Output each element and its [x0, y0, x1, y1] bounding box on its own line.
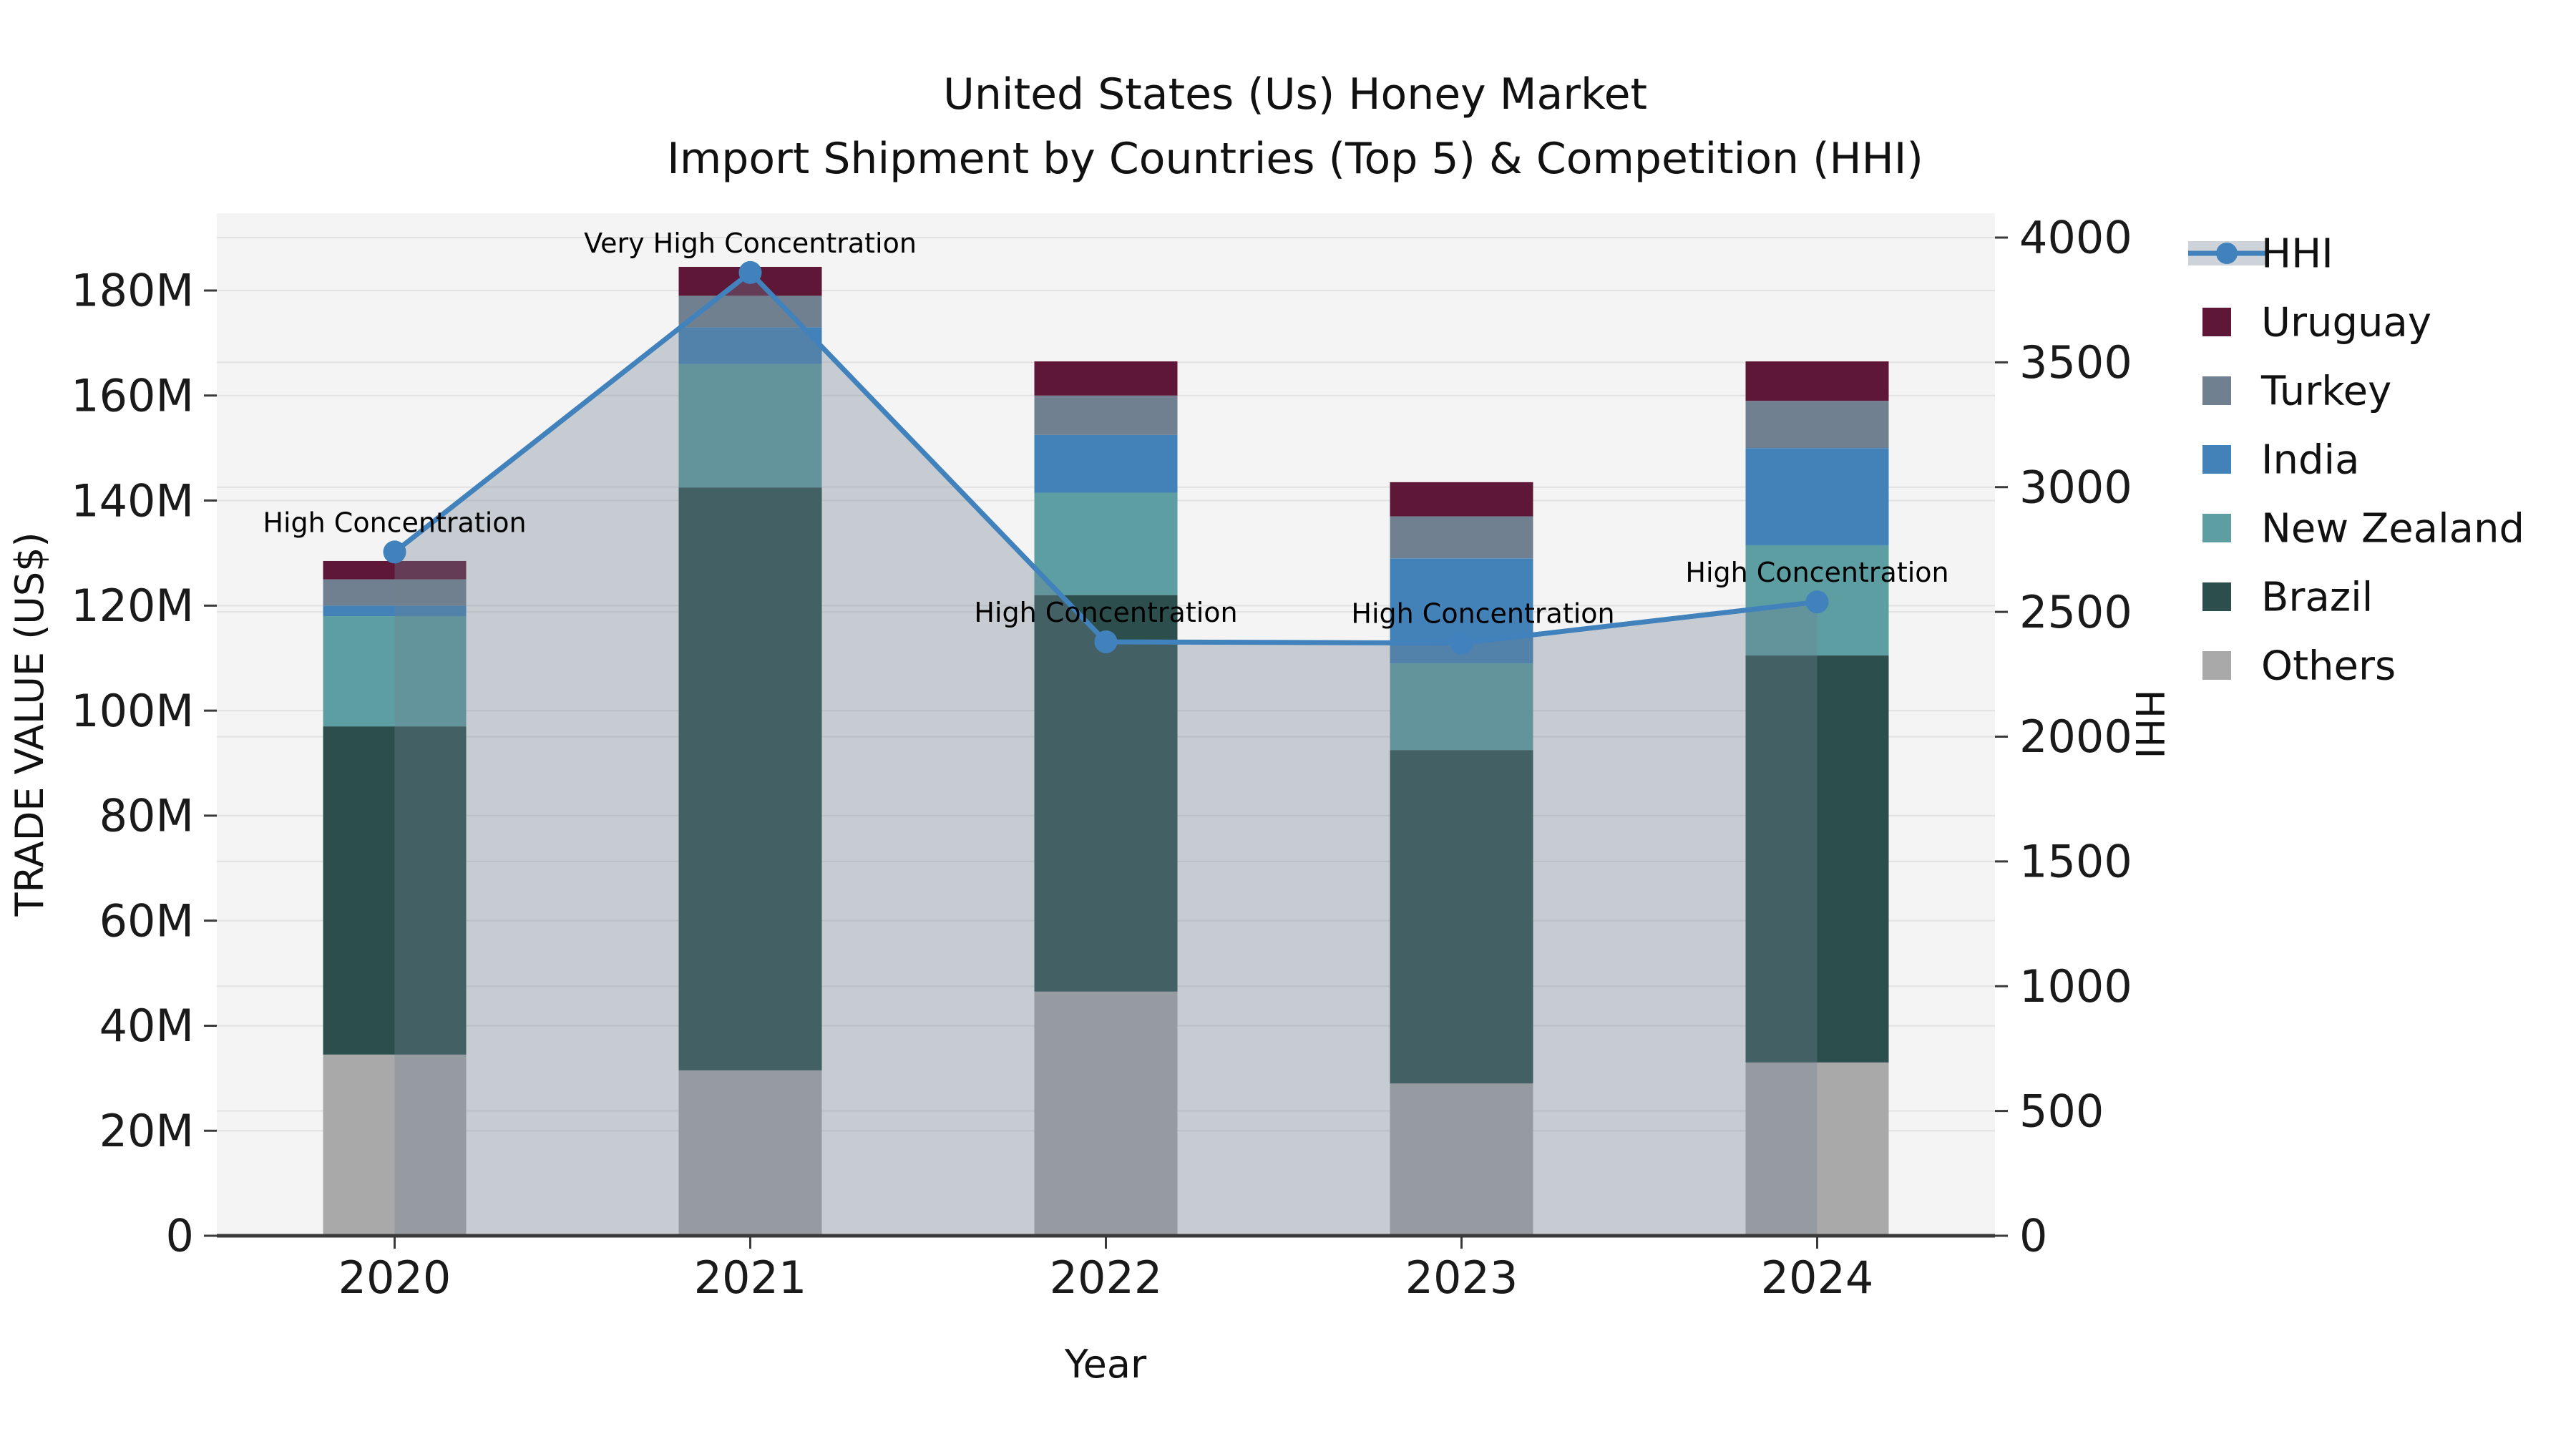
right-axis-title: HHI — [2127, 689, 2172, 758]
left-axis-title: TRADE VALUE (US$) — [7, 532, 52, 917]
legend-color-swatch — [2202, 308, 2231, 336]
left-tick-label: 80M — [99, 790, 194, 842]
right-tick-label: 2000 — [2019, 711, 2132, 763]
legend-label: Uruguay — [2261, 300, 2431, 346]
legend-label: New Zealand — [2261, 506, 2524, 552]
bar-2020-uruguay — [323, 560, 467, 580]
x-axis-title: Year — [1064, 1342, 1147, 1387]
legend-item-turkey: Turkey — [2202, 369, 2391, 415]
legend: HHI Uruguay Turkey India New Zealand Brazil Ot… — [2188, 231, 2524, 690]
x-tick-label: 2023 — [1405, 1252, 1518, 1304]
legend-hhi-marker-swatch — [2216, 243, 2238, 264]
bar-2021-others — [678, 1070, 822, 1236]
bar-2023-uruguay — [1390, 482, 1533, 517]
legend-label: Brazil — [2261, 575, 2373, 621]
hhi-marker-2021 — [738, 260, 762, 284]
legend-item-new-zealand: New Zealand — [2202, 506, 2524, 552]
bar-2021-brazil — [678, 487, 822, 1070]
left-tick-label: 120M — [71, 580, 194, 632]
chart-title-line2: Import Shipment by Countries (Top 5) & C… — [667, 134, 1923, 184]
right-tick-label: 1500 — [2019, 836, 2132, 888]
annotation-2022: High Concentration — [974, 597, 1237, 628]
left-tick-label: 160M — [71, 369, 194, 421]
hhi-marker-2022 — [1094, 630, 1118, 653]
bar-2022-brazil — [1034, 595, 1178, 992]
right-tick-label: 500 — [2019, 1085, 2104, 1137]
right-tick-label: 3500 — [2019, 336, 2132, 389]
right-tick-label: 0 — [2019, 1210, 2047, 1262]
annotation-2023: High Concentration — [1351, 598, 1614, 630]
bar-2023-brazil — [1390, 750, 1533, 1084]
legend-label: HHI — [2261, 231, 2333, 278]
legend-item-hhi: HHI — [2188, 231, 2333, 278]
legend-color-swatch — [2202, 514, 2231, 542]
bar-2023-turkey — [1390, 516, 1533, 559]
x-tick-label: 2024 — [1761, 1252, 1874, 1304]
left-tick-label: 40M — [99, 1000, 194, 1052]
bar-2022-turkey — [1034, 395, 1178, 435]
left-tick-label: 180M — [71, 265, 194, 317]
bar-2020-others — [323, 1054, 467, 1236]
x-tick-label: 2021 — [694, 1252, 807, 1304]
bar-2023-new-zealand — [1390, 663, 1533, 751]
x-tick-label: 2020 — [338, 1252, 452, 1304]
legend-color-swatch — [2202, 445, 2231, 474]
hhi-area-fill — [394, 272, 1818, 1236]
x-tick-label: 2022 — [1050, 1252, 1163, 1304]
plot-area: High Concentration Very High Concentratio… — [71, 212, 2132, 1304]
annotation-2020: High Concentration — [263, 507, 526, 538]
hhi-marker-2024 — [1805, 590, 1829, 614]
hhi-marker-2023 — [1450, 631, 1473, 655]
bar-2024-others — [1745, 1062, 1889, 1236]
hhi-marker-2020 — [383, 540, 406, 564]
legend-item-india: India — [2202, 437, 2359, 484]
right-tick-label: 3000 — [2019, 461, 2132, 513]
annotation-2024: High Concentration — [1685, 557, 1948, 588]
right-tick-label: 2500 — [2019, 586, 2132, 638]
bar-2020-turkey — [323, 579, 467, 606]
legend-color-swatch — [2202, 376, 2231, 405]
legend-item-brazil: Brazil — [2202, 575, 2373, 621]
bar-2024-india — [1745, 448, 1889, 545]
right-tick-label: 4000 — [2019, 212, 2132, 264]
tick-marks — [204, 236, 2008, 1249]
bar-2022-uruguay — [1034, 361, 1178, 396]
left-tick-label: 20M — [99, 1105, 194, 1157]
bar-2020-india — [323, 605, 467, 617]
bar-2020-new-zealand — [323, 616, 467, 727]
left-tick-label: 60M — [99, 894, 194, 947]
bar-2021-new-zealand — [678, 364, 822, 488]
bar-2020-brazil — [323, 726, 467, 1055]
right-tick-label: 1000 — [2019, 960, 2132, 1013]
bar-2022-india — [1034, 434, 1178, 493]
legend-label: Others — [2261, 643, 2396, 690]
legend-item-others: Others — [2202, 643, 2396, 690]
left-tick-label: 0 — [166, 1210, 194, 1262]
bar-2024-uruguay — [1745, 361, 1889, 401]
chart-title-line1: United States (Us) Honey Market — [943, 69, 1647, 119]
bar-2024-turkey — [1745, 401, 1889, 449]
annotation-2021: Very High Concentration — [584, 228, 917, 259]
bar-2024-brazil — [1745, 655, 1889, 1063]
left-tick-label: 140M — [71, 474, 194, 527]
legend-label: India — [2261, 437, 2359, 484]
legend-label: Turkey — [2260, 369, 2391, 415]
legend-item-uruguay: Uruguay — [2202, 300, 2431, 346]
legend-color-swatch — [2202, 582, 2231, 611]
left-tick-label: 100M — [71, 685, 194, 737]
bar-2023-others — [1390, 1083, 1533, 1236]
bar-2022-others — [1034, 991, 1178, 1236]
bar-2021-india — [678, 327, 822, 364]
legend-color-swatch — [2202, 651, 2231, 680]
bar-2022-new-zealand — [1034, 492, 1178, 595]
